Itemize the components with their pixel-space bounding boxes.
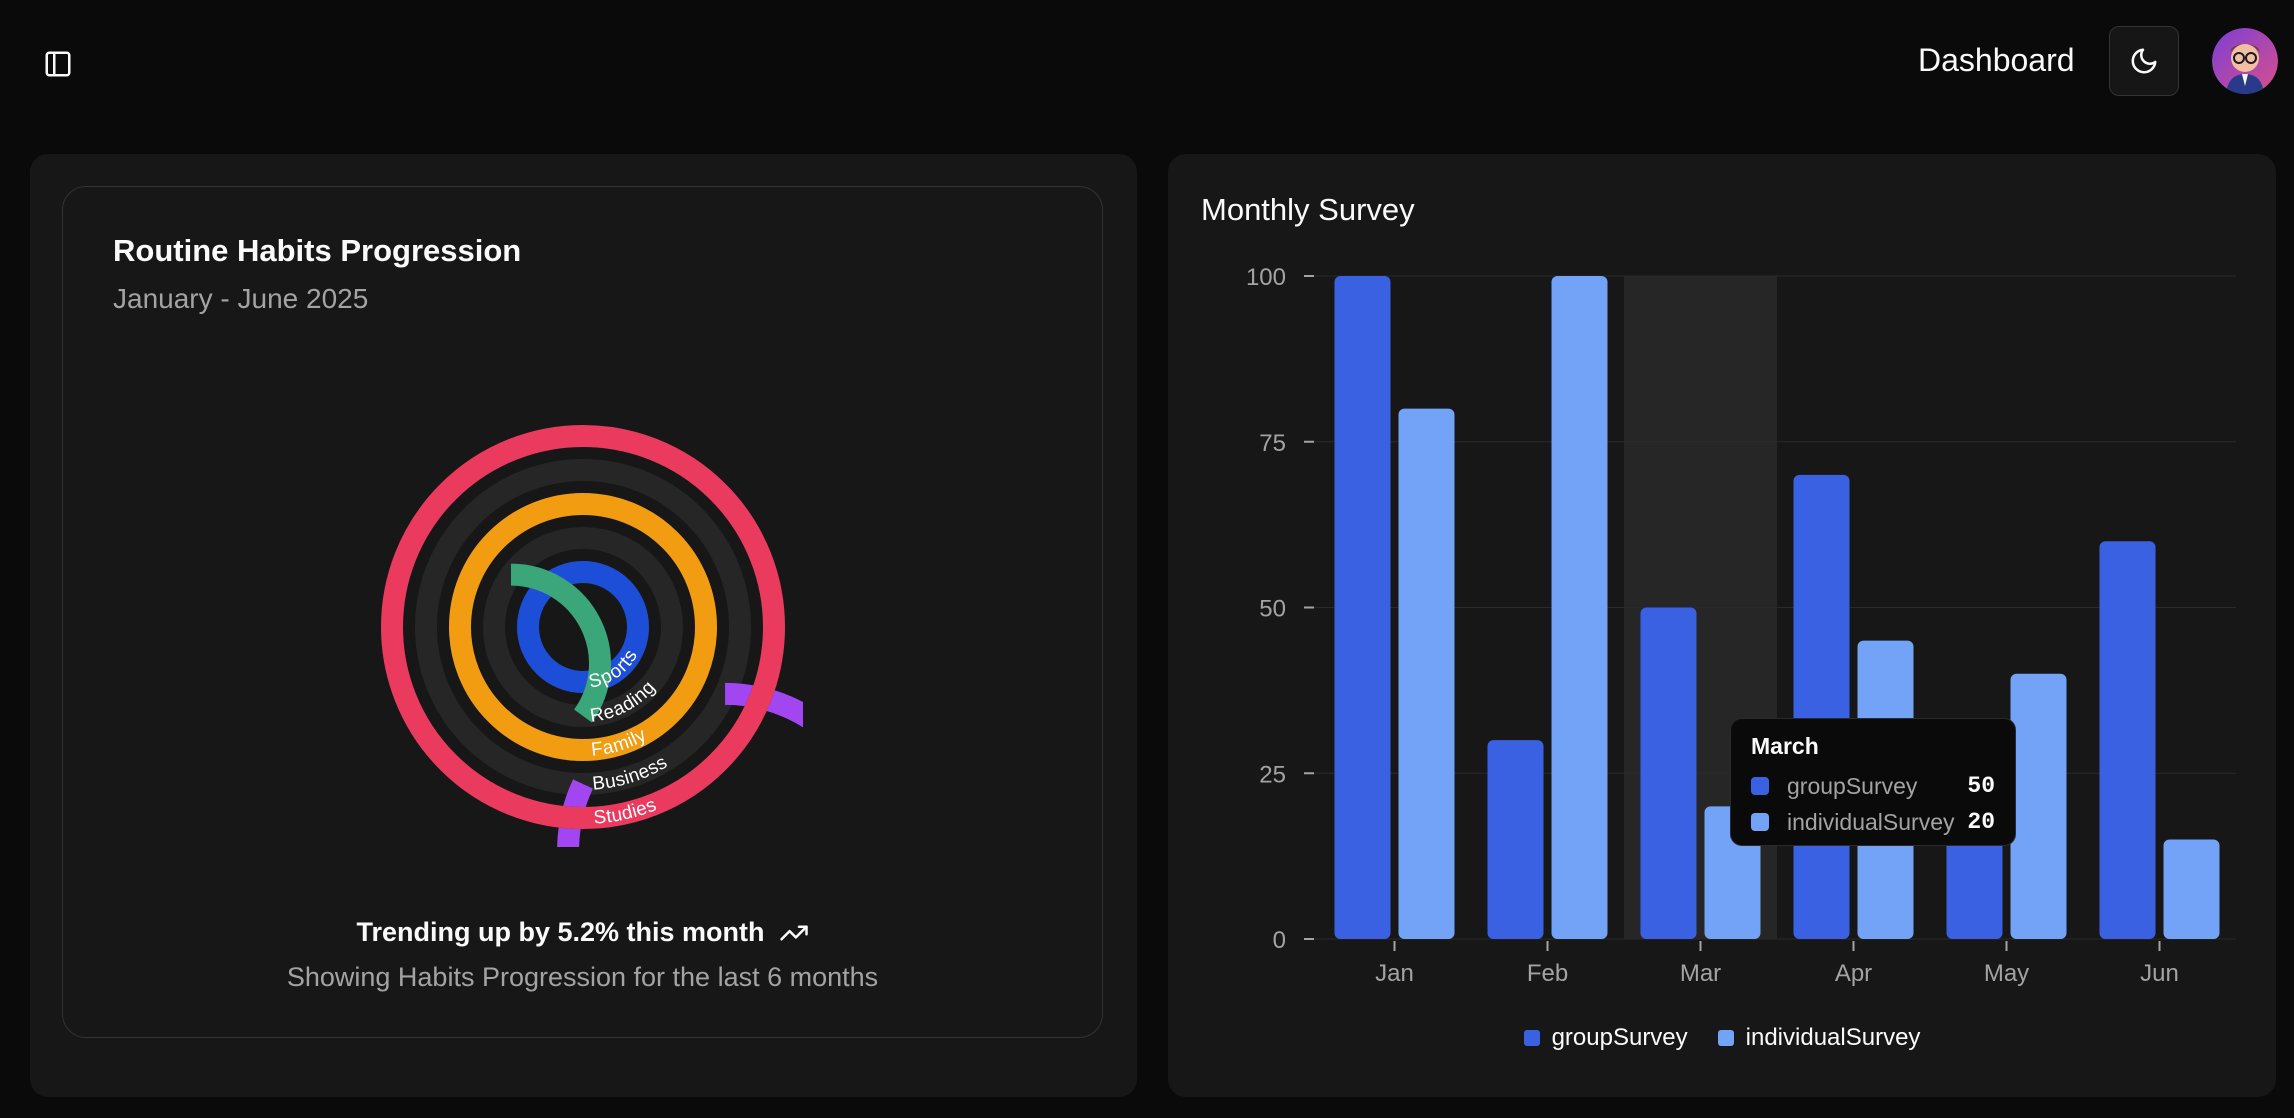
x-tick-label: Jan [1375, 960, 1414, 987]
habits-card: Routine Habits Progression January - Jun… [62, 186, 1103, 1038]
card-title: Routine Habits Progression [113, 233, 522, 268]
chart-tooltip: March groupSurvey 50 individualSurvey 20 [1730, 718, 2016, 846]
footer-note: Showing Habits Progression for the last … [286, 962, 879, 992]
legend-item[interactable]: groupSurvey [1523, 1024, 1688, 1052]
avatar[interactable] [2212, 28, 2278, 94]
legend-item[interactable]: individualSurvey [1717, 1024, 1921, 1052]
bar-individualSurvey-Feb[interactable] [1551, 276, 1608, 939]
x-tick-label: Apr [1835, 960, 1872, 987]
bar-individualSurvey-Jun[interactable] [2163, 839, 2220, 939]
radial-label: Family [590, 725, 650, 761]
legend-label: individualSurvey [1745, 1024, 1921, 1051]
bar-individualSurvey-May[interactable] [2010, 673, 2067, 939]
y-tick-label: 100 [1246, 264, 1286, 291]
radial-label: Studies [593, 795, 659, 829]
tooltip-swatch [1751, 813, 1769, 831]
theme-toggle-button[interactable] [2109, 26, 2179, 96]
survey-title: Monthly Survey [1201, 192, 1415, 227]
trend-text: Trending up by 5.2% this month [356, 917, 765, 947]
x-tick-label: Feb [1527, 960, 1568, 987]
tooltip-title: March [1751, 733, 1819, 759]
bar-groupSurvey-Jun[interactable] [2099, 541, 2156, 939]
survey-bar-chart: 0 25 50 75 100 Jan Feb Mar Apr May Jun [1246, 264, 2236, 987]
bar-groupSurvey-Mar[interactable] [1640, 607, 1697, 940]
chart-legend: groupSurvey individualSurvey [1168, 1024, 2276, 1052]
tooltip-series-value: 50 [1967, 773, 1995, 799]
moon-icon [2131, 48, 2157, 74]
panel-left-icon[interactable] [38, 44, 78, 84]
x-tick-label: Mar [1680, 960, 1721, 987]
legend-swatch [1717, 1030, 1734, 1046]
radial-bar-reading[interactable] [510, 563, 611, 723]
y-tick-label: 75 [1259, 430, 1286, 457]
bar-individualSurvey-Jan[interactable] [1398, 408, 1455, 940]
page-title: Dashboard [1918, 42, 2075, 78]
habits-panel: Routine Habits Progression January - Jun… [30, 154, 1137, 1097]
y-tick-label: 25 [1259, 761, 1286, 788]
tooltip-swatch [1751, 777, 1769, 795]
tooltip-row: groupSurvey 50 [1751, 768, 1995, 804]
radial-bar-family[interactable] [449, 493, 717, 761]
card-subtitle: January - June 2025 [113, 283, 369, 314]
radial-bar-studies[interactable] [381, 425, 785, 829]
y-tick-label: 50 [1259, 596, 1286, 623]
bar-groupSurvey-Apr[interactable] [1793, 474, 1850, 939]
survey-panel: Monthly Survey 0 25 50 75 100 Jan Feb Mar Apr May… [1168, 154, 2276, 1097]
tooltip-series-name: individualSurvey [1787, 808, 1955, 835]
legend-label: groupSurvey [1551, 1024, 1688, 1051]
trend-line: Trending up by 5.2% this month [63, 917, 1102, 948]
tooltip-series-name: groupSurvey [1787, 772, 1918, 799]
bar-groupSurvey-Feb[interactable] [1487, 740, 1544, 939]
bar-groupSurvey-Jan[interactable] [1334, 276, 1391, 939]
top-bar: Dashboard [0, 0, 2294, 124]
y-tick-label: 0 [1273, 927, 1286, 954]
x-tick-label: May [1984, 960, 2029, 987]
tooltip-row: individualSurvey 20 [1751, 804, 1995, 840]
trending-up-icon [779, 925, 808, 940]
x-tick-label: Jun [2140, 960, 2179, 987]
tooltip-series-value: 20 [1967, 809, 1995, 835]
legend-swatch [1523, 1030, 1540, 1046]
radial-bar-sports[interactable] [517, 561, 649, 693]
